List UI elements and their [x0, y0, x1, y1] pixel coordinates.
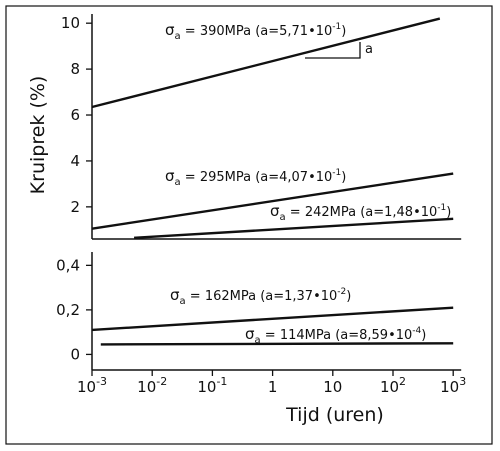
label-subscript: a — [175, 177, 181, 188]
label-end: ) — [446, 205, 451, 220]
x-axis-label: Tijd (uren) — [285, 404, 384, 426]
label-subscript: a — [180, 296, 186, 307]
tick-base: 10 — [197, 378, 216, 396]
series-label: σa = 295MPa (a=4,07•10-1) — [165, 167, 346, 188]
label-text: = 295MPa (a=4,07•10 — [181, 170, 333, 185]
label-superscript: -4 — [412, 326, 421, 336]
y-tick-label: 6 — [70, 106, 80, 124]
series-label: σa = 242MPa (a=1,48•10-1) — [270, 202, 451, 223]
label-superscript: -1 — [332, 22, 341, 32]
line — [134, 217, 454, 240]
label-symbol: σ — [245, 325, 255, 343]
x-tick-label: 10-3 — [77, 375, 107, 396]
y-tick-label: 0,2 — [56, 301, 80, 319]
label-symbol: σ — [270, 202, 280, 220]
tick-base: 10 — [440, 378, 459, 396]
label-subscript: a — [175, 31, 181, 42]
x-tick-label: 103 — [440, 375, 466, 396]
tick-base: 1 — [268, 378, 278, 396]
label-symbol: σ — [165, 167, 175, 185]
tick-base: 10 — [323, 378, 342, 396]
tick-exponent: -3 — [96, 375, 107, 388]
tick-exponent: 3 — [459, 375, 466, 388]
x-tick-label: 10 — [323, 378, 342, 396]
y-tick-label: 10 — [61, 14, 80, 32]
label-superscript: -1 — [332, 168, 341, 178]
label-superscript: -2 — [337, 287, 346, 297]
y-tick-label: 8 — [70, 60, 80, 78]
line — [91, 17, 441, 109]
line — [91, 172, 454, 230]
label-text: = 390MPa (a=5,71•10 — [181, 24, 333, 39]
frame — [5, 5, 493, 445]
label-end: ) — [421, 328, 426, 343]
label-text: = 114MPa (a=8,59•10 — [261, 328, 413, 343]
tick-base: 10 — [77, 378, 96, 396]
label-text: = 162MPa (a=1,37•10 — [186, 289, 338, 304]
tick-base: 10 — [137, 378, 156, 396]
x-tick-label: 1 — [268, 378, 278, 396]
label-end: ) — [341, 170, 346, 185]
y-tick-label: 0,4 — [56, 256, 80, 274]
label-symbol: σ — [165, 21, 175, 39]
y-axis-label: Kruiprek (%) — [27, 76, 49, 195]
x-tick-label: 10-1 — [197, 375, 227, 396]
tick-exponent: 2 — [399, 375, 406, 388]
label-end: ) — [346, 289, 351, 304]
tick-exponent: -1 — [216, 375, 227, 388]
annotation: a — [365, 42, 373, 57]
label-text: = 242MPa (a=1,48•10 — [286, 205, 438, 220]
label-subscript: a — [280, 212, 286, 223]
series-label: σa = 162MPa (a=1,37•10-2) — [170, 286, 351, 307]
series-label: σa = 114MPa (a=8,59•10-4) — [245, 325, 426, 346]
label-end: ) — [341, 24, 346, 39]
line — [100, 342, 454, 346]
x-tick-label: 102 — [380, 375, 406, 396]
series-label: σa = 390MPa (a=5,71•10-1) — [165, 21, 346, 42]
label-symbol: σ — [170, 286, 180, 304]
tick-base: 10 — [380, 378, 399, 396]
line — [91, 306, 454, 332]
x-tick-label: 10-2 — [137, 375, 167, 396]
y-tick-label: 0 — [70, 345, 80, 363]
label-subscript: a — [255, 335, 261, 346]
y-tick-label: 2 — [70, 198, 80, 216]
slope-marker — [305, 42, 361, 59]
tick-exponent: -2 — [156, 375, 167, 388]
label-superscript: -1 — [437, 203, 446, 213]
y-tick-label: 4 — [70, 152, 80, 170]
